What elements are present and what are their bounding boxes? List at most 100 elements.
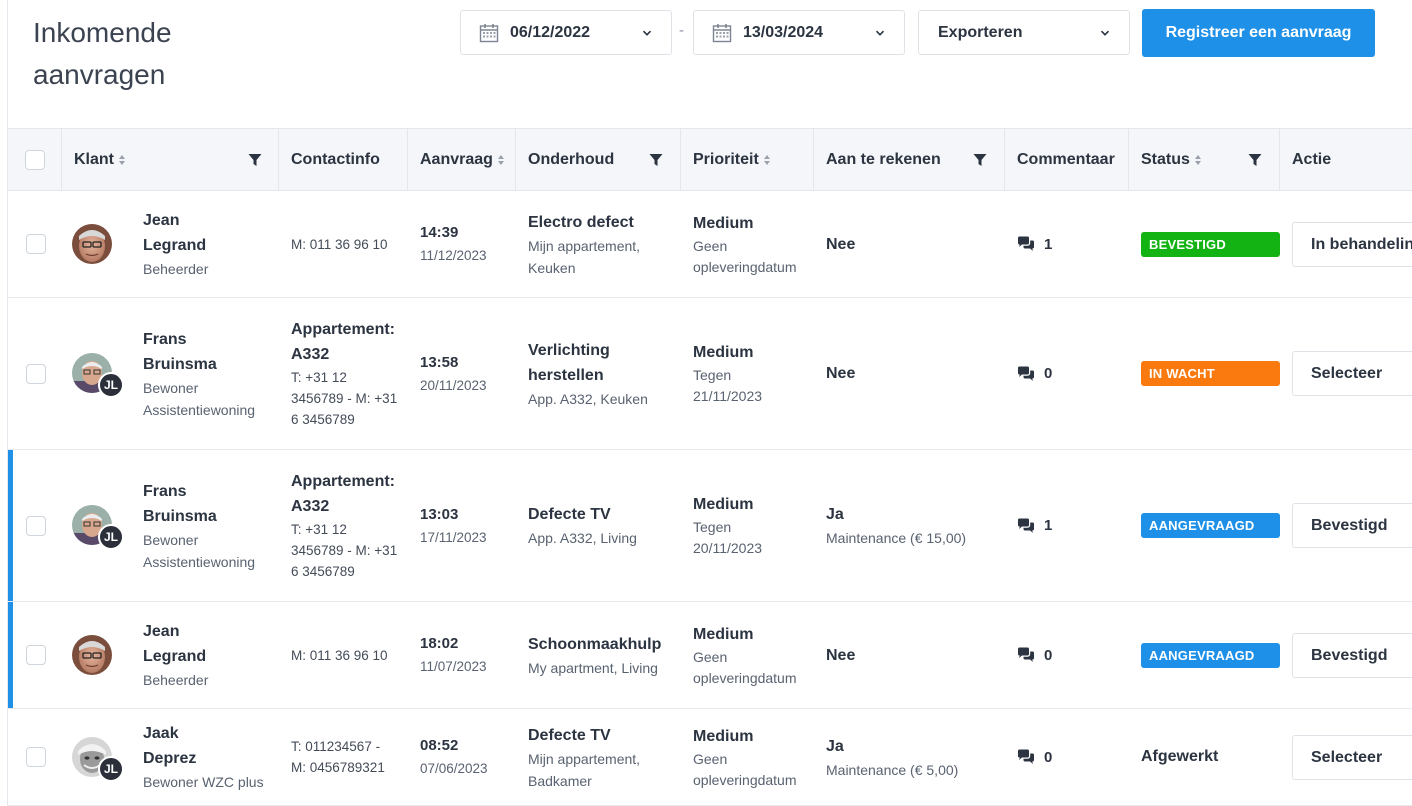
row-checkbox[interactable] <box>26 363 46 384</box>
contact-cell: Appartement: A332 T: +31 12 3456789 - M: +3… <box>279 450 408 601</box>
maintenance-location: Badkamer <box>528 772 592 789</box>
select-all-checkbox[interactable] <box>24 149 45 170</box>
charge-cell: Nee <box>814 602 1005 708</box>
row-checkbox[interactable] <box>26 515 46 536</box>
status-text: Afgewerkt <box>1141 748 1219 765</box>
maintenance-title: Defecte TV <box>528 726 611 744</box>
row-action-dropdown[interactable]: Selecteer <box>1292 735 1412 780</box>
contact-title: Appartement: <box>291 321 396 338</box>
comments-cell[interactable]: 0 <box>1005 709 1129 805</box>
sort-icon[interactable] <box>1194 154 1202 166</box>
charge-value: Nee <box>826 235 856 253</box>
charge-detail: Maintenance (€ 15,00) <box>826 530 967 546</box>
client-avatar-group: JL <box>72 353 124 403</box>
column-onderhoud[interactable]: Onderhoud <box>516 129 681 190</box>
column-contactinfo-label: Contactinfo <box>291 150 380 168</box>
maintenance-location: Keuken <box>528 259 576 276</box>
row-action-dropdown[interactable]: Bevestigd <box>1292 503 1412 548</box>
page-title: Inkomende aanvragen <box>33 12 233 96</box>
request-time: 13:58 <box>420 353 459 371</box>
avatar <box>72 353 112 393</box>
comments-cell[interactable]: 1 <box>1005 450 1129 601</box>
row-action-dropdown[interactable]: Bevestigd <box>1292 633 1412 678</box>
status-badge: AANGEVRAAGD <box>1141 642 1280 668</box>
column-aanvraag[interactable]: Aanvraag <box>408 129 516 190</box>
priority-detail: Geen <box>693 648 728 665</box>
filter-icon[interactable] <box>1248 153 1262 167</box>
row-action-dropdown[interactable]: In behandeling <box>1292 222 1412 267</box>
calendar-icon <box>712 23 732 42</box>
comments-cell[interactable]: 1 <box>1005 191 1129 297</box>
column-status[interactable]: Status <box>1129 129 1280 190</box>
comments-count: 1 <box>1044 235 1053 253</box>
contact-line: 6 3456789 <box>291 564 355 579</box>
filter-icon[interactable] <box>248 153 262 167</box>
comments-count-group[interactable]: 0 <box>1017 647 1129 664</box>
charge-detail: Maintenance (€ 5,00) <box>826 761 959 778</box>
row-highlight-bar <box>8 450 13 601</box>
row-checkbox[interactable] <box>26 234 46 254</box>
table-row[interactable]: JL Jaak Deprez Bewoner WZC plus T: 01123… <box>8 709 1412 806</box>
priority-cell: Medium Tegen 21/11/2023 <box>681 298 814 449</box>
filter-icon[interactable] <box>973 153 987 167</box>
calendar-icon <box>479 23 499 42</box>
comments-count-group[interactable]: 1 <box>1017 236 1129 253</box>
date-separator: - <box>679 22 684 39</box>
table-row[interactable]: Jean Legrand Beheerder M: 011 36 96 10 1… <box>8 602 1412 709</box>
sort-icon[interactable] <box>497 154 505 166</box>
column-klant-label: Klant <box>74 150 114 168</box>
column-aan-te-rekenen[interactable]: Aan te rekenen <box>814 129 1005 190</box>
column-prioriteit[interactable]: Prioriteit <box>681 129 814 190</box>
contact-line: T: +31 12 <box>291 522 347 537</box>
maintenance-title: Schoonmaakhulp <box>528 635 662 653</box>
column-actie: Actie <box>1280 129 1412 190</box>
client-avatar-group: JL <box>72 737 124 787</box>
client-role: Bewoner <box>143 531 199 548</box>
priority-value: Medium <box>693 214 754 232</box>
comments-cell[interactable]: 0 <box>1005 602 1129 708</box>
client-last-name: Legrand <box>143 237 207 254</box>
client-role: Beheerder <box>143 672 209 688</box>
client-first-name: Jean <box>143 212 180 229</box>
request-time: 14:39 <box>420 224 459 241</box>
row-select-cell <box>26 450 46 601</box>
date-to-picker[interactable]: 13/03/2024 <box>693 10 905 55</box>
row-checkbox[interactable] <box>26 747 46 767</box>
comments-cell[interactable]: 0 <box>1005 298 1129 449</box>
date-from-value: 06/12/2022 <box>510 23 591 41</box>
contact-line: T: +31 12 <box>291 370 347 385</box>
table-row[interactable]: Jean Legrand Beheerder M: 011 36 96 10 1… <box>8 191 1412 298</box>
column-contactinfo: Contactinfo <box>279 129 408 190</box>
export-dropdown[interactable]: Exporteren <box>918 10 1130 55</box>
column-klant[interactable]: Klant <box>62 129 279 190</box>
comments-count-group[interactable]: 0 <box>1017 365 1129 382</box>
date-from-picker[interactable]: 06/12/2022 <box>460 10 672 55</box>
row-action-dropdown[interactable]: Selecteer <box>1292 351 1412 396</box>
table-row[interactable]: JL Frans Bruinsma Bewoner Assistentiewoni… <box>8 450 1412 602</box>
request-time-cell: 18:02 11/07/2023 <box>408 602 516 708</box>
comments-count-group[interactable]: 0 <box>1017 749 1129 766</box>
client-first-name: Frans <box>143 330 187 348</box>
comments-count-group[interactable]: 1 <box>1017 517 1129 534</box>
table-row[interactable]: JL Frans Bruinsma Bewoner Assistentiewoni… <box>8 298 1412 450</box>
row-checkbox[interactable] <box>26 645 46 665</box>
request-date: 17/11/2023 <box>420 529 487 545</box>
request-date: 20/11/2023 <box>420 377 487 393</box>
register-request-button[interactable]: Registreer een aanvraag <box>1142 9 1375 57</box>
charge-value: Nee <box>826 646 856 664</box>
table-body: Jean Legrand Beheerder M: 011 36 96 10 1… <box>8 191 1412 806</box>
contact-line: 6 3456789 <box>291 412 355 427</box>
filter-icon[interactable] <box>649 153 663 167</box>
chevron-down-icon <box>875 30 885 36</box>
sort-icon[interactable] <box>763 154 771 166</box>
sort-icon[interactable] <box>118 154 126 166</box>
client-last-name: Legrand <box>143 648 207 665</box>
client-cell: Frans Bruinsma Bewoner Assistentiewoning <box>131 298 279 449</box>
maintenance-cell: Electro defect Mijn appartement, Keuken <box>516 191 681 297</box>
client-role: Assistentiewoning <box>143 401 256 418</box>
maintenance-location: Mijn appartement, <box>528 237 641 254</box>
request-time: 13:03 <box>420 505 459 523</box>
priority-value: Medium <box>693 727 754 745</box>
comments-count: 0 <box>1044 646 1053 664</box>
contact-title: A332 <box>291 346 330 363</box>
